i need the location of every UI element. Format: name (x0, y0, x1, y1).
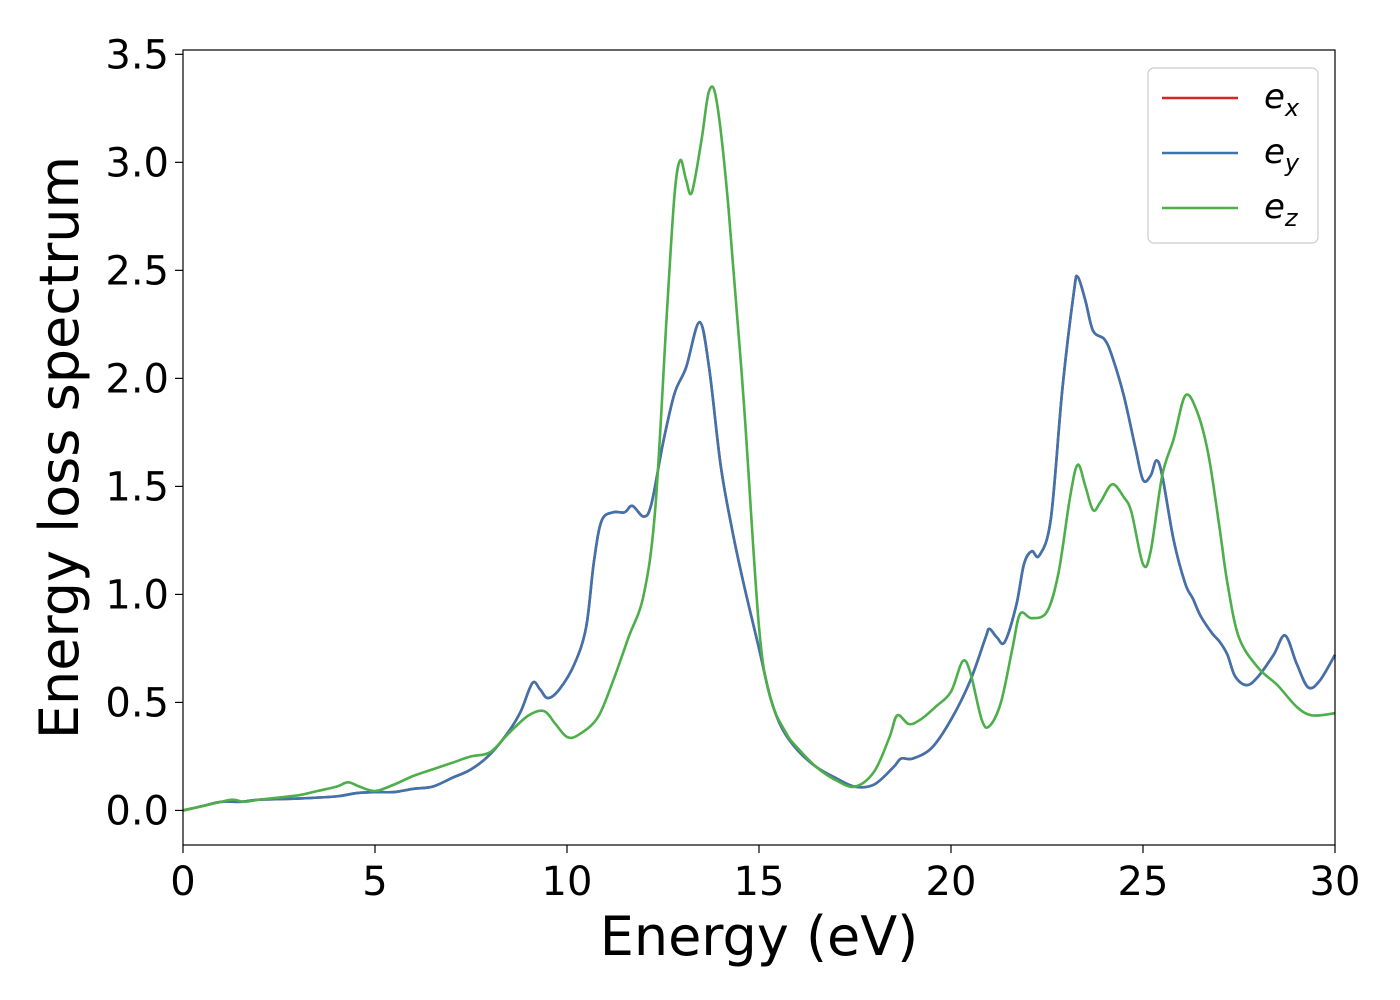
series-line-ex (182, 274, 1337, 812)
series-line-ez (182, 85, 1336, 812)
series-layer (182, 85, 1337, 812)
y-tick-label: 2.0 (105, 356, 169, 402)
x-axis-label: Energy (eV) (600, 905, 919, 968)
x-tick-label: 25 (1118, 859, 1169, 905)
legend-item-ex: ex (1162, 77, 1300, 122)
y-tick-label: 1.0 (105, 572, 169, 618)
x-tick-label: 0 (170, 859, 195, 905)
x-tick-label: 30 (1310, 859, 1361, 905)
y-tick-label: 1.5 (105, 464, 169, 510)
x-tick-label: 10 (542, 859, 593, 905)
legend-box (1147, 67, 1319, 244)
series-line-ey (182, 274, 1337, 812)
y-axis-ticks: 0.0 0.5 1.0 1.5 2.0 2.5 3.0 3.5 (105, 32, 183, 834)
y-tick-label: 0.0 (105, 788, 169, 834)
y-tick-label: 0.5 (105, 680, 169, 726)
y-tick-label: 3.5 (105, 32, 169, 78)
x-tick-label: 15 (734, 859, 785, 905)
x-tick-label: 20 (926, 859, 977, 905)
x-tick-label: 5 (362, 859, 387, 905)
y-tick-label: 2.5 (105, 248, 169, 294)
x-axis-ticks: 0 5 10 15 20 25 30 (170, 845, 1360, 905)
y-tick-label: 3.0 (105, 140, 169, 186)
y-axis-label: Energy loss spectrum (28, 156, 91, 739)
